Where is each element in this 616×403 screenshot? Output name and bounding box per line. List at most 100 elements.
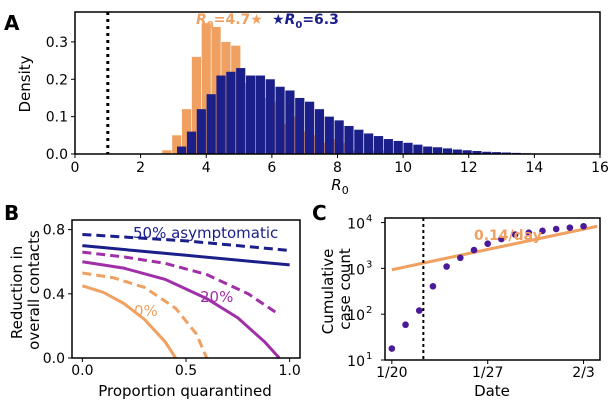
panel-a-bar-orange: [162, 150, 172, 154]
panel-c-point: [552, 225, 560, 233]
panel-a-bar-navy: [305, 101, 315, 154]
panel-a-x-tick-label: 12: [460, 160, 478, 176]
panel-c-x-ticks: 1/20 1/27 2/3: [376, 360, 595, 381]
panel-b-line-purple-dashed: [82, 250, 281, 316]
panel-c-point: [443, 263, 450, 270]
panel-c-y-tick-exponent: 3: [366, 259, 372, 270]
panel-a-bar-orange: [221, 41, 231, 154]
panel-c-point: [415, 307, 423, 314]
panel-b-line-purple-solid: [82, 260, 281, 360]
panel-a-bar-navy: [226, 71, 236, 154]
panel-a-bar-navy: [442, 148, 453, 154]
panel-a-bar-orange: [319, 142, 329, 154]
panel-a-bar-orange: [309, 135, 320, 154]
panel-b-y-tick-label: 0.4: [43, 287, 65, 303]
panel-a-bar-navy: [177, 146, 187, 154]
panel-a-bar-navy: [236, 68, 246, 154]
panel-b-chart: 0.0 0.5 1.0 0.0 0.4 0.8 50% asymptomatic 20%…: [8, 219, 301, 400]
panel-a-bar-navy: [196, 109, 206, 154]
panel-a-ylabel: Density: [16, 55, 34, 112]
panel-a-bar-navy: [295, 97, 305, 154]
panel-b-y-tick-label: 0.0: [43, 351, 65, 367]
panel-c-point: [539, 227, 546, 235]
panel-a-x-tick-label: 0: [71, 160, 80, 176]
panel-a-bar-orange: [231, 45, 241, 155]
panel-a-bar-navy: [354, 129, 364, 154]
panel-c-y-tick-label: 10: [347, 308, 365, 324]
panel-c-x-tick-label: 1/20: [376, 365, 407, 381]
panel-c-point: [580, 222, 587, 230]
panel-c-point: [429, 282, 437, 290]
panel-a-x-tick-label: 4: [202, 160, 211, 176]
panel-a-bar-orange: [270, 101, 280, 154]
panel-a-bar-orange: [211, 26, 221, 154]
panel-a-bar-navy: [255, 75, 265, 154]
panel-a-bar-navy: [383, 139, 393, 154]
panel-a-bar-navy: [432, 147, 443, 154]
panel-a-bar-navy: [423, 146, 433, 154]
panel-c-fit-line-segment: [391, 224, 598, 272]
panel-a-y-tick-label: 0.3: [46, 35, 68, 51]
panel-a-bar-navy: [216, 75, 226, 154]
panel-a-bar-orange: [201, 23, 211, 154]
panel-a-x-tick-label: 14: [525, 160, 543, 176]
panel-b-y-tick-label: 0.8: [43, 223, 65, 239]
panel-a-bar-navy: [472, 151, 482, 154]
panel-label-c: C: [312, 201, 327, 225]
panel-b-x-tick-label: 0.5: [175, 363, 197, 379]
panel-c-point: [470, 246, 478, 254]
panel-b-ylabel: Reduction in overall contacts: [8, 230, 43, 350]
panel-a-y-tick-label: 0.2: [46, 72, 68, 88]
panel-a-annotation-navy: ★R0=6.3: [272, 12, 339, 31]
panel-a-bar-orange: [300, 131, 310, 154]
panel-b-y-ticks: 0.0 0.4 0.8: [43, 223, 72, 367]
panel-a-bar-orange: [172, 135, 182, 154]
panel-a-chart: 0 2 4 6 8 10 12 14 16 0.0 0.1 0.2 0.3 Density R0 R0…: [16, 11, 609, 197]
panel-c-y-tick-label: 10: [347, 262, 365, 278]
panel-a-bar-navy: [452, 149, 462, 154]
panel-c-points: [388, 222, 587, 352]
panel-a-bars: [162, 23, 531, 155]
panel-a-bar-navy: [334, 120, 344, 154]
panel-a-x-tick-label: 2: [136, 160, 145, 176]
panel-a-bar-navy: [403, 142, 413, 154]
panel-c-point: [566, 224, 574, 231]
panel-a-bar-navy: [285, 90, 295, 154]
panel-a-bar-navy: [324, 116, 334, 154]
panel-a-bar-orange: [280, 124, 290, 154]
panel-a-bar-navy: [413, 144, 423, 154]
panel-b-label-0: 0%: [134, 302, 158, 320]
panel-c-fit-label: 0.14/day: [474, 228, 542, 244]
panel-b-x-tick-label: 0.0: [71, 363, 93, 379]
panel-a-bar-orange: [181, 109, 192, 154]
panel-a-bar-orange: [349, 150, 359, 154]
panel-c-point: [525, 229, 533, 236]
panel-a-y-ticks: 0.0 0.1 0.2 0.3: [46, 35, 75, 163]
panel-a-bar-navy: [206, 94, 216, 154]
panel-b-xlabel: Proportion quarantined: [98, 382, 272, 400]
panel-c-y-tick-exponent: 2: [366, 305, 372, 316]
panel-b-label-20: 20%: [200, 288, 233, 306]
panel-c-y-tick-label: 10: [347, 354, 365, 370]
panel-a-bar-orange: [290, 116, 300, 154]
panel-a-bar-orange: [329, 139, 339, 154]
panel-label-a: A: [4, 11, 20, 35]
panel-a-x-ticks: 0 2 4 6 8 10 12 14 16: [71, 154, 609, 176]
panel-a-bar-navy: [245, 75, 256, 154]
panel-c-point: [498, 235, 505, 243]
panel-b-lines: [81, 232, 290, 360]
panel-a-bar-orange: [241, 83, 251, 154]
panel-b-line-navy-dashed: [82, 232, 290, 252]
panel-a-bar-navy: [393, 140, 403, 154]
panel-a-xlabel: R0: [331, 176, 348, 197]
panel-a-bar-navy: [373, 136, 384, 154]
panel-c-ylabel: Cumulative case count: [319, 244, 354, 334]
panel-b-x-ticks: 0.0 0.5 1.0: [71, 358, 301, 379]
panel-c-y-tick-exponent: 1: [366, 351, 372, 362]
panel-c-point: [511, 231, 519, 238]
panel-a-bar-navy: [344, 125, 354, 154]
panel-a-bar-navy: [275, 86, 285, 154]
panel-c-point: [484, 240, 492, 247]
